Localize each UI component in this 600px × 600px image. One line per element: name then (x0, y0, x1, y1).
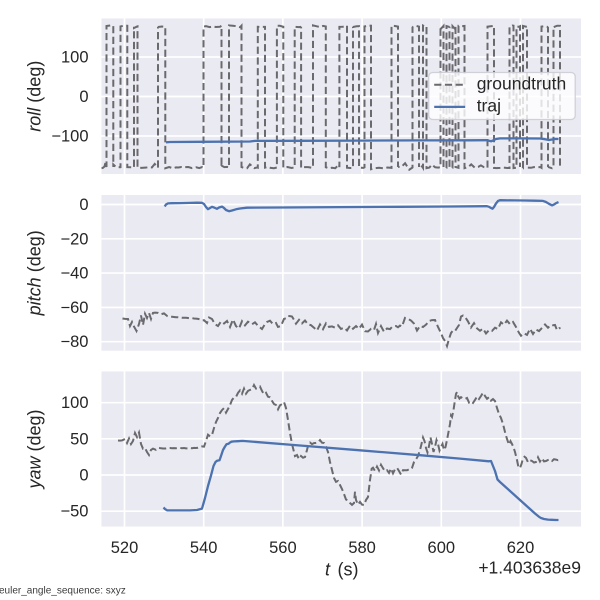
svg-text:yaw (deg): yaw (deg) (25, 409, 45, 490)
svg-text:−40: −40 (61, 265, 89, 283)
svg-text:100: 100 (61, 49, 89, 67)
svg-text:600: 600 (428, 539, 456, 557)
svg-text:roll (deg): roll (deg) (25, 61, 45, 132)
svg-text:−50: −50 (61, 503, 89, 521)
svg-text:580: 580 (348, 539, 376, 557)
svg-text:−80: −80 (61, 333, 89, 351)
svg-text:0: 0 (79, 196, 88, 214)
svg-text:(s): (s) (333, 560, 359, 580)
svg-text:t: t (325, 560, 331, 580)
svg-text:520: 520 (111, 539, 139, 557)
svg-text:+1.403638e9: +1.403638e9 (478, 558, 581, 578)
svg-text:pitch (deg): pitch (deg) (25, 230, 45, 316)
svg-text:0: 0 (79, 88, 88, 106)
svg-text:−100: −100 (51, 128, 88, 146)
svg-text:groundtruth: groundtruth (477, 74, 567, 94)
svg-text:620: 620 (507, 539, 535, 557)
svg-text:−60: −60 (61, 299, 89, 317)
svg-text:560: 560 (269, 539, 297, 557)
svg-text:100: 100 (61, 394, 89, 412)
svg-text:traj: traj (477, 96, 501, 116)
svg-text:540: 540 (190, 539, 218, 557)
svg-text:0: 0 (79, 467, 88, 485)
svg-text:euler_angle_sequence: sxyz: euler_angle_sequence: sxyz (0, 586, 126, 597)
svg-text:−20: −20 (61, 230, 89, 248)
svg-text:50: 50 (70, 430, 88, 448)
